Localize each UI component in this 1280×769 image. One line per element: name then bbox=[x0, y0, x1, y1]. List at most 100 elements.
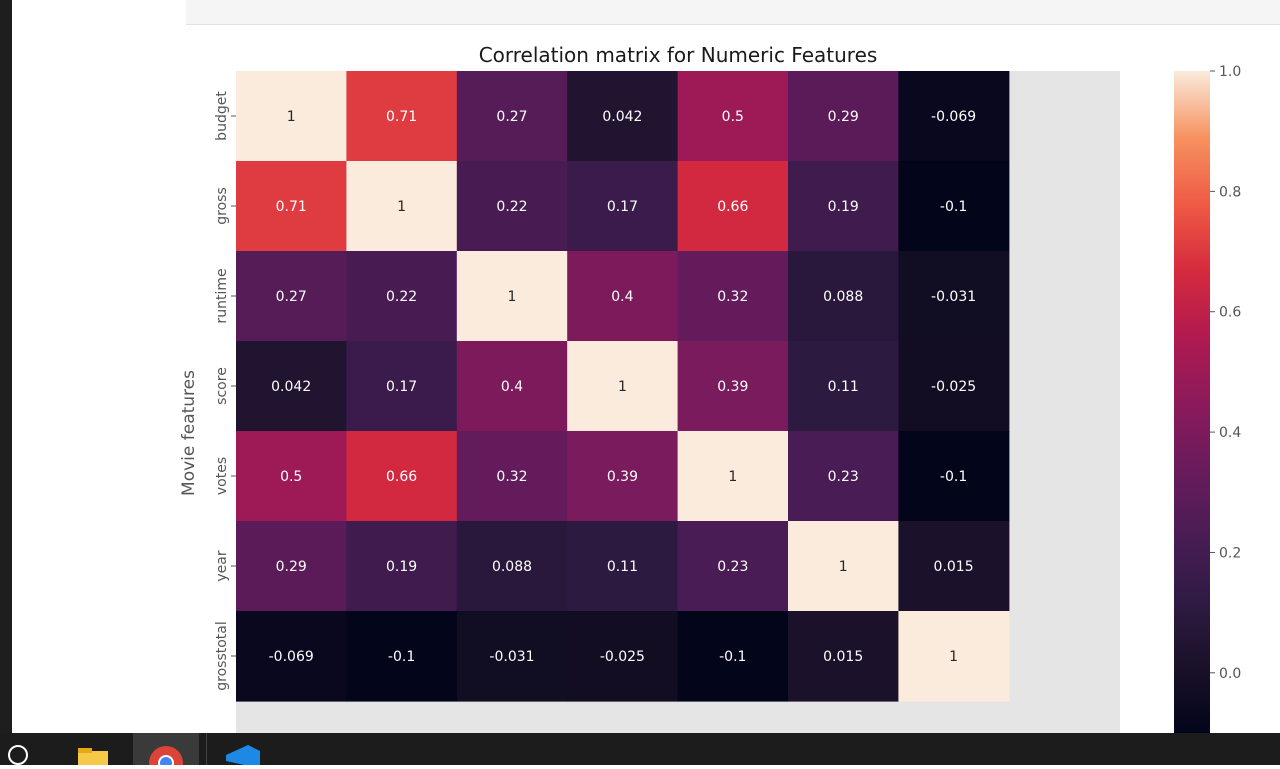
cell-value-label: 1 bbox=[397, 199, 406, 215]
colorbar-tick-label: 0.2 bbox=[1219, 545, 1241, 561]
heatmap-cell-score-gross bbox=[346, 341, 458, 432]
cell-value-label: 0.32 bbox=[496, 469, 527, 485]
heatmap-cell-grosstotal-runtime bbox=[456, 611, 568, 702]
heatmap-cell-runtime-runtime bbox=[456, 251, 568, 342]
heatmap-cell-runtime-score bbox=[567, 251, 679, 342]
cell-value-label: 0.27 bbox=[276, 289, 307, 305]
cell-value-label: 1 bbox=[618, 379, 627, 395]
cell-value-label: 0.5 bbox=[722, 109, 744, 125]
heatmap-cell-votes-budget bbox=[236, 431, 347, 522]
heatmap-cell-budget-grosstotal bbox=[898, 71, 1010, 162]
vscode-icon[interactable] bbox=[214, 733, 266, 765]
heatmap-cell-gross-year bbox=[788, 161, 899, 252]
cell-value-label: -0.1 bbox=[940, 469, 967, 485]
heatmap-cell-budget-gross bbox=[346, 71, 458, 162]
cell-value-label: 0.22 bbox=[386, 289, 417, 305]
cell-value-label: -0.069 bbox=[931, 109, 976, 125]
colorbar-ticks: 0.0 0.2 0.4 0.6 0.8 1.0 bbox=[1210, 64, 1241, 682]
cell-value-label: 0.71 bbox=[276, 199, 307, 215]
cell-value-label: 1 bbox=[508, 289, 517, 305]
y-tick-label-score: score bbox=[214, 367, 230, 405]
cell-value-label: -0.1 bbox=[940, 199, 967, 215]
heatmap-cell-score-runtime bbox=[456, 341, 568, 432]
cell-value-label: 0.19 bbox=[386, 559, 417, 575]
y-tick-labels: budget gross runtime score votes year grosstot… bbox=[214, 91, 236, 691]
chrome-icon[interactable] bbox=[133, 733, 199, 769]
heatmap-cell-year-grosstotal bbox=[898, 521, 1010, 612]
cell-value-label: -0.069 bbox=[269, 649, 314, 665]
heatmap-cell-runtime-gross bbox=[346, 251, 458, 342]
colorbar-tick-label: 0.0 bbox=[1219, 666, 1241, 682]
cell-value-label: 0.11 bbox=[828, 379, 859, 395]
heatmap-cell-score-year bbox=[788, 341, 899, 432]
cell-value-label: 0.17 bbox=[607, 199, 638, 215]
heatmap-cell-gross-votes bbox=[677, 161, 789, 252]
y-tick-label-budget: budget bbox=[214, 91, 230, 141]
heatmap-cell-grosstotal-score bbox=[567, 611, 679, 702]
cell-value-label: 0.042 bbox=[602, 109, 642, 125]
colorbar-tick-label: 0.8 bbox=[1219, 184, 1241, 200]
heatmap-cell-gross-gross bbox=[346, 161, 458, 252]
search-icon[interactable] bbox=[0, 733, 40, 765]
y-tick-label-votes: votes bbox=[214, 457, 230, 495]
cell-value-label: 1 bbox=[287, 109, 296, 125]
heatmap-cell-votes-votes bbox=[677, 431, 789, 522]
cell-value-label: 0.22 bbox=[496, 199, 527, 215]
heatmap-cell-score-votes bbox=[677, 341, 789, 432]
notebook-cell-top bbox=[186, 0, 1280, 25]
heatmap-cell-votes-gross bbox=[346, 431, 458, 522]
taskbar-separator bbox=[206, 733, 207, 765]
cell-value-label: 0.39 bbox=[717, 379, 748, 395]
colorbar-tick-label: 0.4 bbox=[1219, 425, 1241, 441]
y-tick-label-runtime: runtime bbox=[214, 268, 230, 323]
heatmap-cells: 1 0.71 0.27 0.042 0.5 0.29 -0.069 0.71 1 0.22 0.17… bbox=[236, 71, 1010, 702]
heatmap-cell-gross-budget bbox=[236, 161, 347, 252]
heatmap-cell-grosstotal-budget bbox=[236, 611, 347, 702]
cell-value-label: 0.32 bbox=[717, 289, 748, 305]
colorbar-tick-label: 1.0 bbox=[1219, 64, 1241, 80]
heatmap-cell-votes-year bbox=[788, 431, 899, 522]
heatmap-cell-votes-score bbox=[567, 431, 679, 522]
cell-value-label: 0.088 bbox=[823, 289, 863, 305]
heatmap-cell-year-budget bbox=[236, 521, 347, 612]
cell-value-label: -0.025 bbox=[600, 649, 645, 665]
heatmap-cell-budget-votes bbox=[677, 71, 789, 162]
cell-value-label: 0.23 bbox=[717, 559, 748, 575]
cell-value-label: 1 bbox=[949, 649, 958, 665]
heatmap-cell-budget-runtime bbox=[456, 71, 568, 162]
cell-value-label: 0.015 bbox=[823, 649, 863, 665]
cell-value-label: 0.042 bbox=[271, 379, 311, 395]
heatmap-cell-year-year bbox=[788, 521, 899, 612]
cell-value-label: 0.5 bbox=[280, 469, 302, 485]
heatmap-cell-gross-score bbox=[567, 161, 679, 252]
cell-value-label: -0.1 bbox=[719, 649, 746, 665]
cell-value-label: 0.29 bbox=[276, 559, 307, 575]
heatmap-cell-budget-year bbox=[788, 71, 899, 162]
cell-value-label: 0.19 bbox=[828, 199, 859, 215]
heatmap-cell-grosstotal-votes bbox=[677, 611, 789, 702]
heatmap-cell-runtime-grosstotal bbox=[898, 251, 1010, 342]
heatmap-cell-score-budget bbox=[236, 341, 347, 432]
cell-value-label: 0.015 bbox=[934, 559, 974, 575]
cell-value-label: 0.71 bbox=[386, 109, 417, 125]
heatmap-cell-year-score bbox=[567, 521, 679, 612]
y-tick-label-year: year bbox=[214, 550, 230, 581]
cell-value-label: 1 bbox=[728, 469, 737, 485]
heatmap-cell-year-gross bbox=[346, 521, 458, 612]
cell-value-label: 0.088 bbox=[492, 559, 532, 575]
left-window-edge bbox=[0, 0, 12, 733]
file-explorer-icon[interactable] bbox=[70, 733, 116, 765]
cell-value-label: 0.29 bbox=[828, 109, 859, 125]
heatmap-cell-year-runtime bbox=[456, 521, 568, 612]
colorbar bbox=[1174, 71, 1210, 733]
heatmap-cell-grosstotal-gross bbox=[346, 611, 458, 702]
y-tick-label-grosstotal: grosstotal bbox=[214, 621, 230, 691]
colorbar-tick-label: 0.6 bbox=[1219, 305, 1241, 321]
cell-value-label: 0.11 bbox=[607, 559, 638, 575]
cell-value-label: 0.4 bbox=[501, 379, 523, 395]
cell-value-label: 0.23 bbox=[828, 469, 859, 485]
cell-value-label: 0.4 bbox=[611, 289, 633, 305]
cell-value-label: 0.66 bbox=[386, 469, 417, 485]
cell-value-label: -0.031 bbox=[489, 649, 534, 665]
cell-value-label: 0.17 bbox=[386, 379, 417, 395]
